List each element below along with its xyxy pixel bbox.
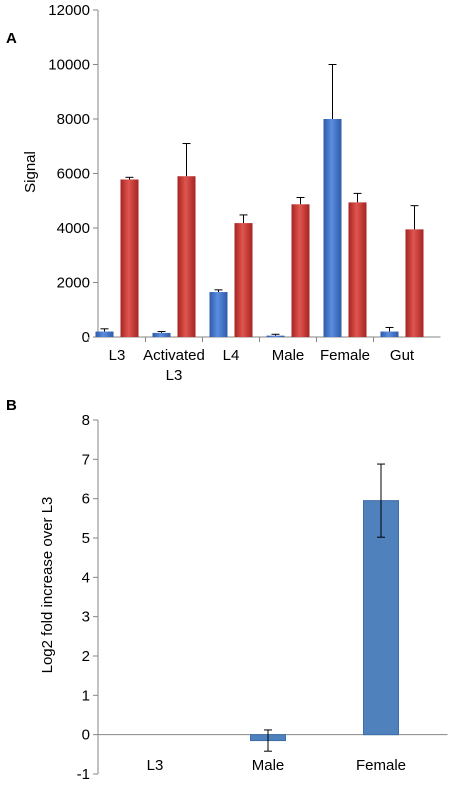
x-tick-label: L3 bbox=[166, 367, 183, 384]
chart-b: B Log2 fold increase over L3 -1 0 1 2 3 4 5 6 7 8… bbox=[6, 397, 448, 783]
y-tick-label: 0 bbox=[82, 727, 90, 744]
chart-a: A Signal 0 2000 4000 6000 8000 10000 12000 L3 Ac… bbox=[6, 2, 441, 384]
y-axis-label-b: Log2 fold increase over L3 bbox=[39, 497, 56, 674]
y-tick-label: 5 bbox=[82, 530, 90, 547]
x-tick-label: Gut bbox=[390, 347, 415, 364]
y-tick-label: 6000 bbox=[57, 166, 90, 183]
x-tick-label: L3 bbox=[109, 347, 126, 364]
bar bbox=[405, 229, 424, 337]
y-tick-label: 4000 bbox=[57, 220, 90, 237]
y-tick-label: 2 bbox=[82, 648, 90, 665]
panel-label-a: A bbox=[6, 30, 17, 47]
x-tick-label: Male bbox=[272, 347, 305, 364]
bar bbox=[209, 292, 228, 337]
bar bbox=[363, 500, 399, 736]
y-tick-label: 3 bbox=[82, 609, 90, 626]
y-tick-label: 12000 bbox=[48, 2, 90, 19]
y-tick-label: 10000 bbox=[48, 57, 90, 74]
y-tick-label: 6 bbox=[82, 491, 90, 508]
x-tick-label: L3 bbox=[147, 757, 164, 774]
bar bbox=[266, 335, 285, 337]
bar bbox=[120, 179, 139, 337]
y-axis-label-a: Signal bbox=[22, 151, 39, 193]
bar bbox=[291, 204, 310, 337]
y-tick-label: -1 bbox=[77, 766, 90, 783]
bar bbox=[152, 332, 171, 337]
bar bbox=[234, 223, 253, 337]
bar bbox=[177, 176, 196, 337]
y-tick-label: 0 bbox=[82, 329, 90, 346]
y-tick-label: 4 bbox=[82, 569, 90, 586]
x-tick-label: Female bbox=[356, 757, 406, 774]
bar bbox=[95, 331, 114, 337]
x-tick-label: Male bbox=[252, 757, 285, 774]
x-tick-label: L4 bbox=[223, 347, 240, 364]
y-tick-label: 7 bbox=[82, 451, 90, 468]
y-tick-label: 8000 bbox=[57, 111, 90, 128]
x-tick-label: Female bbox=[320, 347, 370, 364]
y-tick-label: 2000 bbox=[57, 275, 90, 292]
x-tick-label: Activated bbox=[143, 347, 205, 364]
bar bbox=[380, 331, 399, 337]
panel-label-b: B bbox=[6, 397, 17, 414]
bar bbox=[323, 119, 342, 337]
bar bbox=[348, 202, 367, 337]
y-tick-label: 1 bbox=[82, 687, 90, 704]
y-tick-label: 8 bbox=[82, 412, 90, 429]
